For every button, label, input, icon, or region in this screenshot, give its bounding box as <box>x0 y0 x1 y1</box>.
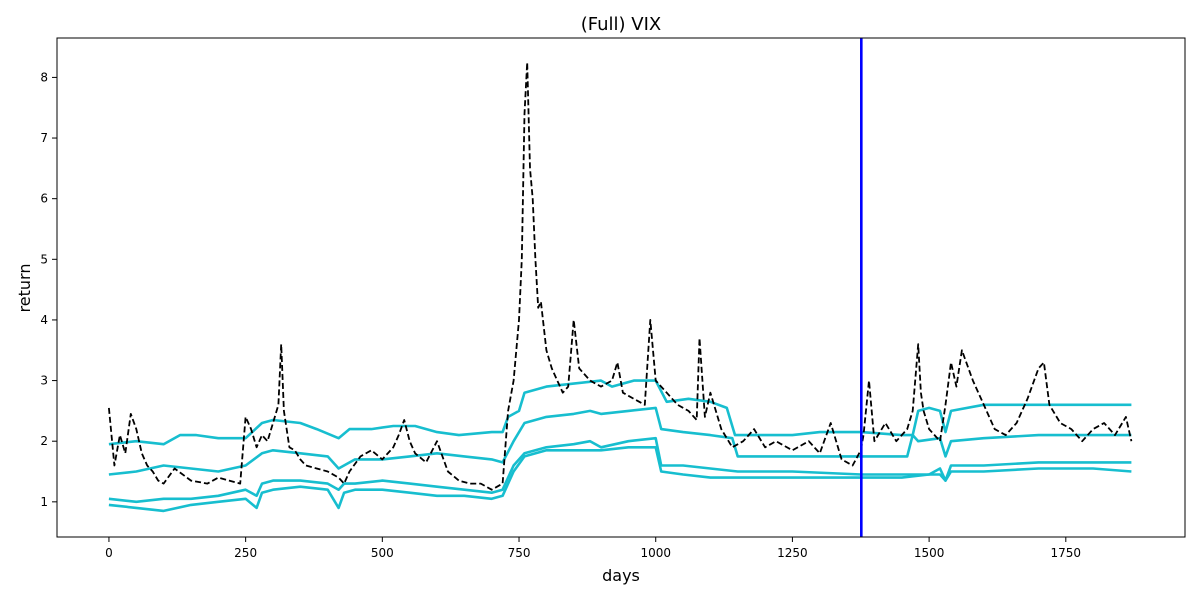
axes-frame <box>56 37 1186 538</box>
quantile-series-line-2 <box>108 406 1132 476</box>
y-tick-label: 2 <box>40 434 48 448</box>
y-axis-title: return <box>15 264 34 313</box>
quantile-series-line-4 <box>108 446 1132 513</box>
x-tick-label: 1500 <box>914 546 945 560</box>
y-axis-ticks: 1 2 3 4 5 6 7 8 <box>40 70 57 509</box>
y-tick-label: 6 <box>40 192 48 206</box>
x-axis-title: days <box>602 566 640 585</box>
y-tick-label: 7 <box>40 131 48 145</box>
x-tick-label: 1000 <box>640 546 671 560</box>
x-axis-ticks: 0 250 500 750 1000 1250 1500 1750 <box>105 537 1081 560</box>
chart-title: (Full) VIX <box>581 14 662 35</box>
plot-lines <box>108 61 1133 513</box>
y-tick-label: 1 <box>40 495 48 509</box>
y-tick-label: 3 <box>40 374 48 388</box>
x-tick-label: 750 <box>508 546 531 560</box>
x-tick-label: 0 <box>105 546 113 560</box>
y-tick-label: 8 <box>40 70 48 84</box>
x-tick-label: 1250 <box>777 546 808 560</box>
x-tick-label: 500 <box>371 546 394 560</box>
x-tick-label: 250 <box>234 546 257 560</box>
y-tick-label: 4 <box>40 313 48 327</box>
actual-series-line <box>108 61 1133 491</box>
y-tick-label: 5 <box>40 252 48 266</box>
x-tick-label: 1750 <box>1051 546 1082 560</box>
quantile-series-line-1 <box>108 379 1132 446</box>
